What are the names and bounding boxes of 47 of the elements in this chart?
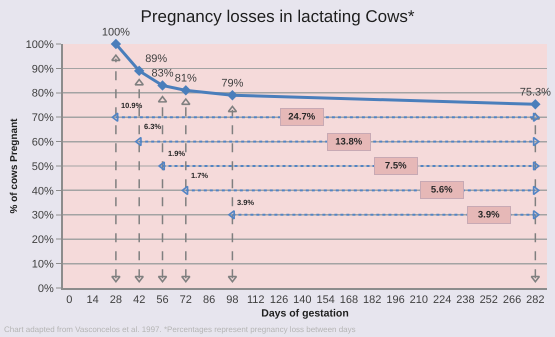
x-tick-label: 126 [270, 294, 288, 306]
x-tick-label: 140 [293, 294, 312, 306]
x-tick-label: 196 [386, 294, 405, 306]
x-tick-label: 98 [226, 294, 239, 306]
y-axis-title: % of cows Pregnant [9, 118, 20, 214]
y-tick-label: 30% [32, 210, 54, 222]
annotation: 5.6% [430, 184, 454, 196]
y-tick-label: 20% [32, 234, 54, 246]
annotation: 24.7% [288, 112, 316, 122]
y-tick-label: 60% [32, 136, 54, 148]
x-tick-label: 154 [316, 294, 335, 306]
x-tick-label: 112 [246, 294, 264, 306]
x-tick-label: 210 [410, 294, 428, 306]
data-label: 89% [145, 53, 168, 66]
x-tick-label: 56 [156, 294, 169, 306]
y-tick-label: 0% [38, 282, 54, 295]
x-tick-label: 42 [133, 294, 146, 306]
text: Chart adapted from Vasconcelos et al. 1997. *Percentages represent pregnancy loss between days [4, 325, 356, 334]
data-label: 81% [174, 72, 198, 85]
x-tick-label: 14 [86, 294, 99, 306]
annotation: 13.8% [335, 136, 363, 148]
chart-title: Pregnancy losses in lactating Cows* [140, 6, 415, 26]
x-tick-label: 252 [480, 294, 498, 306]
x-tick-label: 28 [110, 294, 122, 306]
data-label: 79% [221, 77, 244, 90]
x-tick-label: 72 [180, 294, 192, 306]
x-tick-label: 266 [502, 294, 522, 306]
annotation: 7.5% [384, 160, 408, 172]
data-label: 100% [102, 26, 130, 38]
x-tick-label: 0 [66, 294, 72, 306]
y-tick-label: 50% [32, 160, 54, 173]
annotation: 3.9% [478, 210, 500, 220]
data-label: 75.3% [520, 86, 552, 99]
x-tick-label: 86 [202, 294, 216, 306]
x-tick-label: 282 [526, 294, 545, 306]
data-label: 83% [151, 68, 174, 80]
y-tick-label: 80% [32, 88, 54, 100]
x-tick-label: 224 [432, 294, 452, 306]
x-tick-label: 182 [363, 294, 382, 306]
y-tick-label: 10% [32, 258, 54, 270]
y-tick-label: 90% [32, 63, 54, 76]
y-tick-label: 70% [32, 112, 54, 124]
x-tick-label: 238 [456, 294, 475, 306]
x-tick-label: 168 [340, 294, 358, 306]
y-tick-label: 40% [32, 185, 54, 198]
x-axis-title: Days of gestation [261, 308, 349, 320]
y-tick-label: 100% [26, 38, 54, 51]
